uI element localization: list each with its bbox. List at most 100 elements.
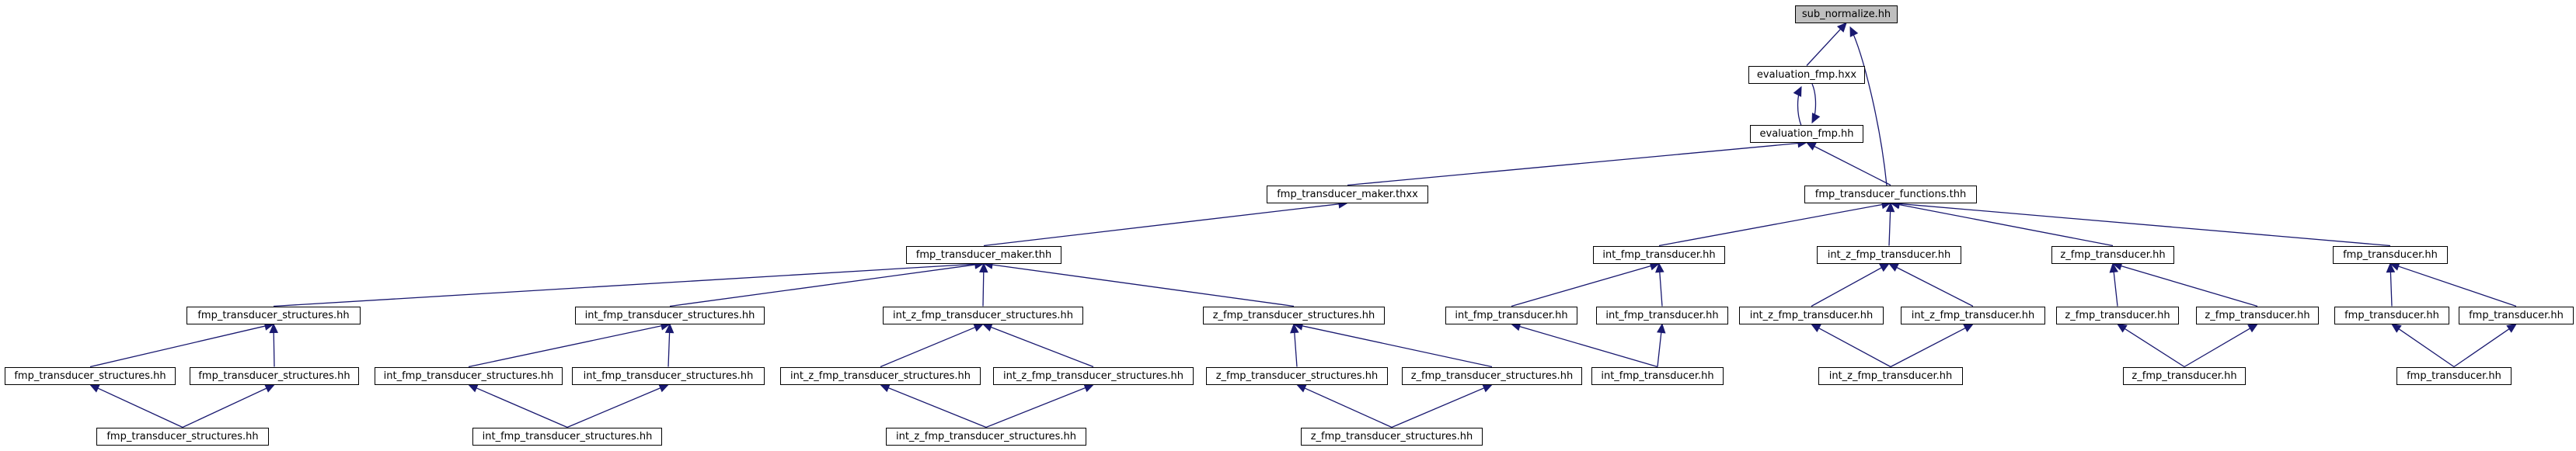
graph-node-fmp-transducer-maker-thh[interactable]: fmp_transducer_maker.thh xyxy=(906,245,1061,264)
edge-fmp-ts-4-to-fmp-ts-2 xyxy=(95,387,183,428)
edge-int-fmp-ts-4-to-int-fmp-ts-3 xyxy=(566,387,663,428)
edge-z-fmp-transducer-hh-4-to-z-fmp-transducer-hh-2 xyxy=(2122,327,2185,368)
edge-fmp-transducer-hh-4-to-fmp-transducer-hh-3 xyxy=(2453,327,2512,368)
edge-z-fmp-ts-3-to-z-fmp-ts-1 xyxy=(1299,324,1493,368)
graph-node-z-fmp-ts-4[interactable]: z_fmp_transducer_structures.hh xyxy=(1301,427,1483,446)
graph-node-int-fmp-ts-3[interactable]: int_fmp_transducer_structures.hh xyxy=(572,366,765,385)
graph-node-int-fmp-ts-1[interactable]: int_fmp_transducer_structures.hh xyxy=(575,306,765,324)
graph-node-fmp-transducer-maker-thxx[interactable]: fmp_transducer_maker.thxx xyxy=(1267,185,1428,203)
edge-z-fmp-transducer-hh-3-to-z-fmp-transducer-hh-1 xyxy=(2118,265,2258,307)
graph-node-int-fmp-ts-2[interactable]: int_fmp_transducer_structures.hh xyxy=(375,366,563,385)
arrowhead xyxy=(1963,323,1975,332)
edge-z-fmp-ts-4-to-z-fmp-ts-2 xyxy=(1302,387,1393,428)
edge-int-fmp-transducer-hh-4-to-int-fmp-transducer-hh-3 xyxy=(1657,330,1662,367)
arrowhead xyxy=(269,323,278,334)
graph-node-fmp-transducer-hh-3[interactable]: fmp_transducer.hh xyxy=(2459,306,2574,324)
arrowhead xyxy=(973,323,985,332)
graph-node-int-z-fmp-ts-3[interactable]: int_z_fmp_transducer_structures.hh xyxy=(993,366,1194,385)
edge-int-z-fmp-ts-2-to-int-z-fmp-ts-1 xyxy=(880,325,978,368)
graph-node-fmp-ts-4[interactable]: fmp_transducer_structures.hh xyxy=(96,427,269,446)
arrowhead xyxy=(1805,141,1817,151)
edge-z-fmp-ts-2-to-z-fmp-ts-1 xyxy=(1293,330,1298,367)
graph-node-fmp-ts-3[interactable]: fmp_transducer_structures.hh xyxy=(190,366,359,385)
arrowhead xyxy=(979,262,988,273)
arrowhead xyxy=(2391,323,2402,333)
edge-int-fmp-transducer-hh-4-to-int-fmp-transducer-hh-2 xyxy=(1517,325,1658,368)
graph-node-int-z-fmp-transducer-hh-4[interactable]: int_z_fmp_transducer.hh xyxy=(1818,366,1963,385)
graph-node-fmp-transducer-hh-4[interactable]: fmp_transducer.hh xyxy=(2396,366,2512,385)
graph-node-int-z-fmp-transducer-hh-2[interactable]: int_z_fmp_transducer.hh xyxy=(1739,306,1884,324)
edge-fmp-transducer-hh-1-to-fmp-transducer-functions xyxy=(1896,203,2391,247)
arrowhead xyxy=(1290,323,1299,334)
edge-z-fmp-transducer-hh-1-to-fmp-transducer-functions xyxy=(1896,203,2114,247)
graph-node-evaluation-fmp-hh[interactable]: evaluation_fmp.hh xyxy=(1750,124,1863,143)
graph-node-int-z-fmp-transducer-hh-1[interactable]: int_z_fmp_transducer.hh xyxy=(1817,245,1961,264)
arrowhead xyxy=(879,383,891,393)
edge-int-z-fmp-transducer-hh-4-to-int-z-fmp-transducer-hh-2 xyxy=(1816,326,1891,368)
arrowhead xyxy=(1793,85,1802,97)
graph-node-int-z-fmp-transducer-hh-3[interactable]: int_z_fmp_transducer.hh xyxy=(1901,306,2045,324)
edge-int-z-fmp-ts-3-to-int-z-fmp-ts-1 xyxy=(988,325,1094,368)
edge-fmp-ts-4-to-fmp-ts-3 xyxy=(182,387,270,428)
edge-z-fmp-transducer-hh-4-to-z-fmp-transducer-hh-3 xyxy=(2184,326,2253,368)
arrowhead xyxy=(1885,202,1895,213)
graph-node-fmp-transducer-hh-2[interactable]: fmp_transducer.hh xyxy=(2334,306,2449,324)
graph-node-z-fmp-transducer-hh-3[interactable]: z_fmp_transducer.hh xyxy=(2196,306,2319,324)
graph-node-sub-normalize: sub_normalize.hh xyxy=(1795,5,1898,23)
graph-node-int-z-fmp-ts-2[interactable]: int_z_fmp_transducer_structures.hh xyxy=(780,366,981,385)
edge-fmp-transducer-functions-to-evaluation-fmp-hh xyxy=(1811,144,1891,186)
graph-node-z-fmp-ts-1[interactable]: z_fmp_transducer_structures.hh xyxy=(1203,306,1385,324)
arrowhead xyxy=(467,383,479,393)
graph-node-int-z-fmp-ts-4[interactable]: int_z_fmp_transducer_structures.hh xyxy=(886,427,1086,446)
arrowhead xyxy=(1657,323,1666,334)
edge-z-fmp-ts-4-to-z-fmp-ts-3 xyxy=(1391,387,1487,428)
arrowhead xyxy=(2247,323,2259,333)
edge-int-z-fmp-transducer-hh-1-to-fmp-transducer-functions xyxy=(1888,209,1891,246)
graph-node-z-fmp-transducer-hh-1[interactable]: z_fmp_transducer.hh xyxy=(2051,245,2174,264)
edge-z-fmp-transducer-hh-2-to-z-fmp-transducer-hh-1 xyxy=(2113,269,2118,307)
graph-node-fmp-transducer-functions[interactable]: fmp_transducer_functions.thh xyxy=(1804,185,1977,203)
edge-int-z-fmp-transducer-hh-3-to-int-z-fmp-transducer-hh-1 xyxy=(1894,265,1974,307)
arrowhead xyxy=(264,383,276,393)
graph-node-fmp-transducer-hh-1[interactable]: fmp_transducer.hh xyxy=(2333,245,2448,264)
graph-node-fmp-ts-2[interactable]: fmp_transducer_structures.hh xyxy=(5,366,176,385)
graph-node-int-fmp-transducer-hh-4[interactable]: int_fmp_transducer.hh xyxy=(1591,366,1724,385)
graph-node-int-fmp-transducer-hh-3[interactable]: int_fmp_transducer.hh xyxy=(1596,306,1728,324)
arrowhead xyxy=(2109,262,2118,273)
graph-node-z-fmp-ts-2[interactable]: z_fmp_transducer_structures.hh xyxy=(1206,366,1388,385)
edge-fmp-transducer-maker-thxx-to-evaluation-fmp-hh xyxy=(1347,142,1801,186)
edge-int-z-fmp-transducer-hh-4-to-int-z-fmp-transducer-hh-3 xyxy=(1890,326,1968,368)
edge-int-fmp-transducer-hh-3-to-int-fmp-transducer-hh-1 xyxy=(1658,269,1663,307)
arrowhead xyxy=(1879,262,1891,272)
edge-int-fmp-ts-4-to-int-fmp-ts-2 xyxy=(474,387,568,428)
graph-node-z-fmp-ts-3[interactable]: z_fmp_transducer_structures.hh xyxy=(1402,366,1582,385)
graph-node-z-fmp-transducer-hh-2[interactable]: z_fmp_transducer.hh xyxy=(2056,306,2179,324)
edge-fmp-transducer-maker-thh-to-fmp-transducer-maker-thxx xyxy=(983,203,1342,247)
arrowhead xyxy=(664,323,675,334)
arrowhead xyxy=(981,323,993,332)
arrowhead xyxy=(1836,22,1847,33)
edge-fmp-transducer-hh-3-to-fmp-transducer-hh-1 xyxy=(2396,265,2517,307)
edge-int-fmp-transducer-hh-2-to-int-fmp-transducer-hh-1 xyxy=(1511,265,1654,307)
graph-node-int-z-fmp-ts-1[interactable]: int_z_fmp_transducer_structures.hh xyxy=(883,306,1083,324)
arrowhead xyxy=(1083,383,1095,393)
graph-node-z-fmp-transducer-hh-4[interactable]: z_fmp_transducer.hh xyxy=(2123,366,2246,385)
arrowhead xyxy=(89,383,100,393)
edge-int-z-fmp-transducer-hh-2-to-int-z-fmp-transducer-hh-1 xyxy=(1811,265,1884,307)
graph-node-evaluation-fmp-hxx[interactable]: evaluation_fmp.hxx xyxy=(1748,65,1865,84)
edge-evaluation-fmp-hxx-to-sub-normalize xyxy=(1806,26,1843,66)
graph-node-int-fmp-transducer-hh-1[interactable]: int_fmp_transducer.hh xyxy=(1593,245,1725,264)
graph-node-int-fmp-ts-4[interactable]: int_fmp_transducer_structures.hh xyxy=(472,427,662,446)
arrowhead xyxy=(2116,323,2128,333)
arrowhead xyxy=(1888,262,1899,272)
edge-int-z-fmp-ts-1-to-fmp-transducer-maker-thh xyxy=(982,269,985,307)
graph-node-fmp-ts-1[interactable]: fmp_transducer_structures.hh xyxy=(186,306,361,324)
edge-int-fmp-ts-3-to-int-fmp-ts-1 xyxy=(668,330,671,367)
edge-int-fmp-ts-1-to-fmp-transducer-maker-thh xyxy=(669,263,978,307)
arrowhead xyxy=(1482,383,1494,393)
edge-fmp-ts-1-to-fmp-transducer-maker-thh xyxy=(273,263,978,307)
graph-node-int-fmp-transducer-hh-2[interactable]: int_fmp_transducer.hh xyxy=(1445,306,1577,324)
edge-int-z-fmp-ts-4-to-int-z-fmp-ts-2 xyxy=(886,386,987,428)
